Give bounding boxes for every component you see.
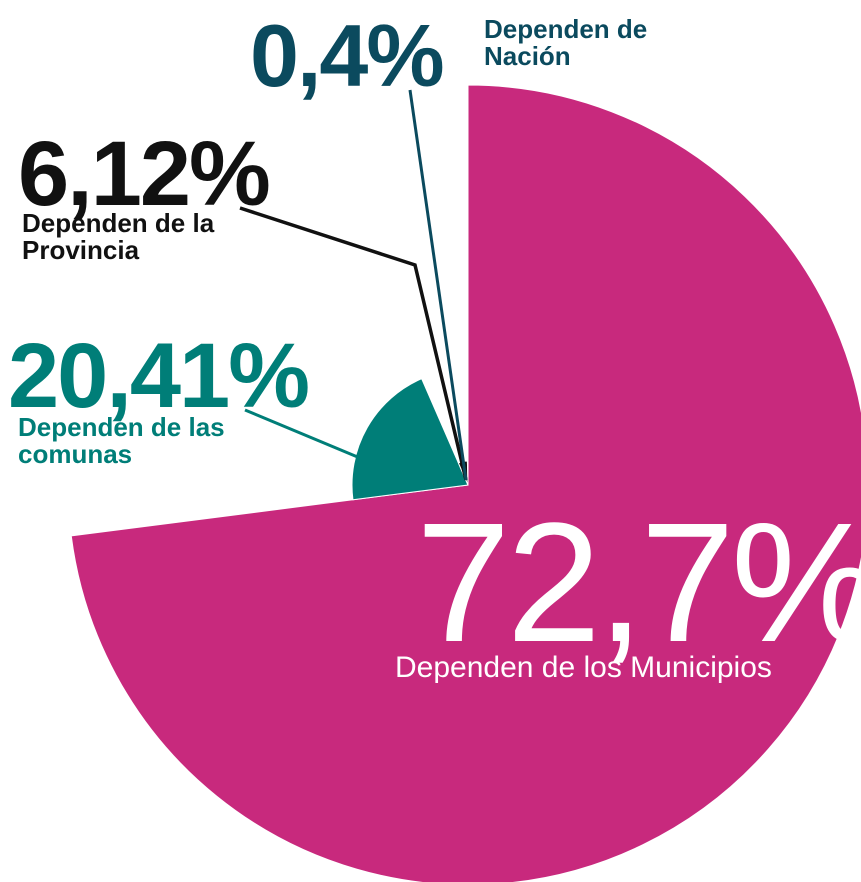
leader-line <box>239 206 468 481</box>
value-label: 20,41% <box>8 325 310 427</box>
slice-name: Dependen de Nación <box>484 14 648 72</box>
value-label: 0,4% <box>250 6 445 105</box>
pie-slice <box>351 378 469 501</box>
pie-slice <box>70 84 861 882</box>
slice-name: Dependen de la Provincia <box>22 208 215 266</box>
leader-line <box>244 408 361 460</box>
leader-line <box>408 89 468 481</box>
pie-slice <box>466 460 469 486</box>
slice-name: Dependen de las comunas <box>18 412 225 470</box>
value-label: 6,12% <box>18 123 271 225</box>
value-label: 72,7% <box>416 488 861 678</box>
slice-name: Dependen de los Municipios <box>395 651 772 684</box>
